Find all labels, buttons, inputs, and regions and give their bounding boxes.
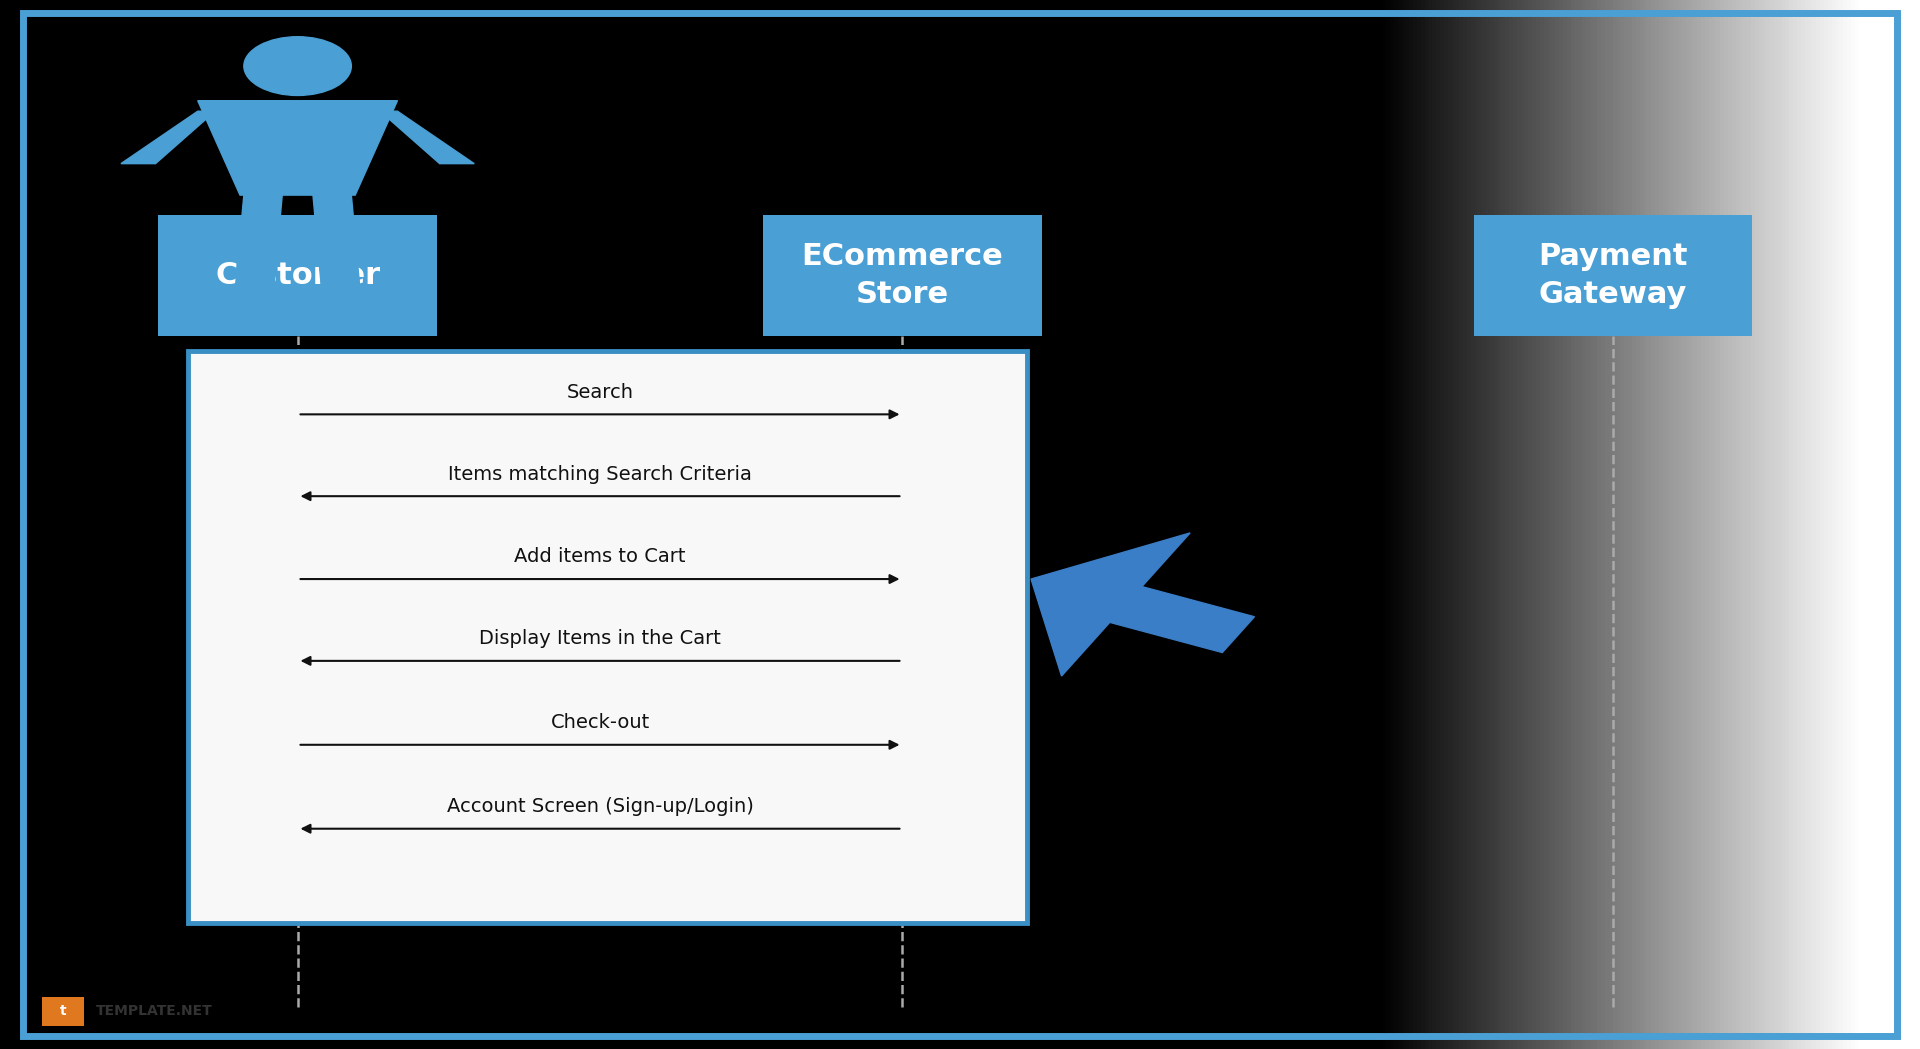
Text: Account Screen (Sign-up/Login): Account Screen (Sign-up/Login) xyxy=(447,797,753,816)
Bar xyxy=(762,215,1041,336)
Text: TEMPLATE.NET: TEMPLATE.NET xyxy=(96,1004,213,1019)
Text: Display Items in the Cart: Display Items in the Cart xyxy=(480,629,720,648)
Polygon shape xyxy=(198,101,397,195)
Circle shape xyxy=(244,37,351,95)
Bar xyxy=(1475,215,1751,336)
Text: Customer: Customer xyxy=(215,261,380,290)
Text: Check-out: Check-out xyxy=(551,713,649,732)
Text: Add items to Cart: Add items to Cart xyxy=(515,548,685,566)
Polygon shape xyxy=(1031,533,1190,676)
Text: Payment
Gateway: Payment Gateway xyxy=(1538,241,1688,309)
Bar xyxy=(188,351,1027,923)
Polygon shape xyxy=(313,195,361,300)
Text: Search: Search xyxy=(566,383,634,402)
Polygon shape xyxy=(380,111,474,164)
Polygon shape xyxy=(121,111,215,164)
Text: ECommerce
Store: ECommerce Store xyxy=(801,241,1004,309)
Text: Items matching Search Criteria: Items matching Search Criteria xyxy=(447,465,753,484)
Polygon shape xyxy=(1110,586,1254,652)
Bar xyxy=(157,215,436,336)
Text: t: t xyxy=(60,1004,67,1019)
Polygon shape xyxy=(234,195,282,300)
Bar xyxy=(42,997,84,1026)
